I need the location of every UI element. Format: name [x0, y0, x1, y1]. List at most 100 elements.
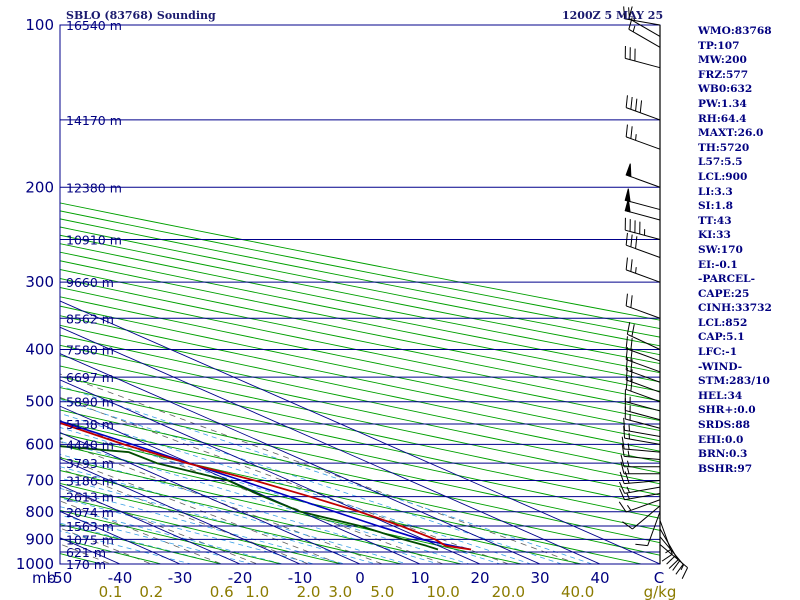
height-label: 2613 m	[66, 490, 114, 505]
wind-barb-staff	[625, 409, 661, 421]
wind-barb-staff	[625, 401, 661, 412]
wind-barb	[625, 124, 661, 150]
index-item: STM:283/10	[698, 375, 770, 388]
wind-barb-full	[625, 95, 628, 108]
mixing-ratio-line	[60, 396, 510, 564]
wind-barb-staff	[626, 359, 661, 373]
index-item: BSHR:97	[698, 462, 753, 475]
wind-barb	[625, 163, 661, 188]
index-item: WMO:83768	[698, 25, 772, 37]
wind-barb-full	[639, 100, 643, 113]
wind-barb-half	[632, 25, 636, 32]
wind-barb-full	[630, 126, 633, 139]
mixing-ratio-label: 5.0	[370, 583, 394, 600]
dry-adiabat	[60, 421, 660, 556]
index-item: TP:107	[698, 39, 740, 52]
wind-barb-half	[635, 267, 637, 274]
wind-barb-staff	[626, 174, 661, 188]
pressure-tick-label: 200	[25, 178, 54, 196]
wind-barb-full	[628, 17, 633, 30]
wind-barb-full	[630, 337, 633, 351]
wind-barb	[623, 425, 661, 445]
wind-barb-full	[619, 471, 625, 484]
wind-barb	[624, 389, 661, 412]
wind-barb	[635, 511, 661, 547]
wind-barb	[625, 336, 661, 362]
wind-barb	[626, 322, 661, 350]
wind-barb-full	[625, 124, 628, 137]
wind-barb-staff	[624, 493, 661, 501]
wind-barb-full	[666, 555, 676, 565]
wind-barb-full	[619, 481, 626, 494]
temperature-tick-label: 0	[355, 569, 365, 587]
moist-adiabat	[60, 514, 254, 564]
dry-adiabat	[60, 509, 284, 564]
index-item: CINH:33732	[698, 302, 772, 315]
wind-barb-full	[635, 236, 638, 249]
wind-barb-full	[625, 232, 628, 246]
height-label: 12380 m	[66, 180, 122, 195]
mixing-ratio-label: 20.0	[492, 583, 525, 600]
wind-barb-staff	[628, 17, 661, 37]
wind-barb	[624, 198, 661, 221]
mixing-ratio-line	[60, 373, 579, 564]
mixing-ratio-line	[60, 468, 310, 564]
wind-barb	[625, 232, 661, 258]
index-item: HEL:34	[698, 389, 743, 402]
moist-adiabat	[60, 466, 409, 564]
temperature-tick-label: -20	[228, 569, 253, 587]
index-item: RH:64.4	[698, 112, 747, 125]
isotherm	[60, 300, 660, 564]
dry-adiabat	[60, 444, 584, 564]
height-label: 5138 m	[66, 417, 114, 432]
wind-barb-half	[627, 443, 630, 450]
temperature-unit-label: C	[654, 569, 664, 587]
wind-barb-staff	[626, 305, 661, 319]
dry-adiabat	[60, 344, 660, 474]
index-item: LI:3.3	[698, 185, 733, 198]
wind-barb-full	[630, 234, 633, 247]
moist-adiabat	[60, 398, 563, 564]
wind-barb	[619, 481, 661, 494]
wind-barb-full	[661, 553, 673, 562]
temperature-trace	[60, 422, 472, 551]
wind-barb-flag	[624, 198, 631, 213]
wind-barb-staff	[625, 210, 661, 221]
temperature-tick-label: -10	[288, 569, 313, 587]
temperature-tick-label: -40	[108, 569, 133, 587]
wind-barb-half	[627, 450, 630, 457]
wind-barb-staff	[632, 505, 661, 530]
wind-barb-full	[630, 295, 633, 308]
wind-barb-full	[630, 369, 633, 382]
wind-barb-full	[622, 521, 633, 530]
isotherm	[60, 379, 482, 564]
wind-barb	[625, 367, 661, 393]
height-label: 170 m	[66, 557, 106, 572]
mixing-ratio-line	[60, 456, 342, 564]
stability-indices-panel: WMO:83768 TP:107 MW:200 FRZ:577 WB0:632 PW:1.…	[698, 24, 772, 476]
height-label: 3186 m	[66, 474, 114, 489]
wind-barb-full	[630, 96, 633, 110]
wind-barb-staff	[626, 244, 661, 258]
wind-barb-staff	[647, 511, 661, 546]
index-item: -PARCEL-	[698, 273, 755, 286]
dry-adiabat	[60, 226, 660, 347]
height-label: 1075 m	[66, 532, 114, 547]
height-label: 14170 m	[66, 113, 122, 128]
height-label: 1563 m	[66, 519, 114, 534]
wind-barb	[623, 417, 661, 437]
pressure-tick-label: 500	[25, 393, 54, 411]
wind-barb	[628, 17, 661, 48]
mixing-ratio-line	[60, 527, 153, 564]
height-label: 9660 m	[66, 275, 114, 290]
dry-adiabat	[60, 457, 524, 564]
wind-barb	[624, 217, 661, 240]
dry-adiabat	[60, 387, 660, 519]
wind-barb-staff	[659, 520, 673, 555]
wind-barb-full	[631, 324, 635, 337]
moist-adiabat	[60, 412, 533, 564]
moist-adiabat	[60, 522, 223, 564]
dry-adiabat	[60, 315, 660, 442]
wind-barb-full	[620, 461, 625, 474]
isotherm	[60, 458, 302, 564]
